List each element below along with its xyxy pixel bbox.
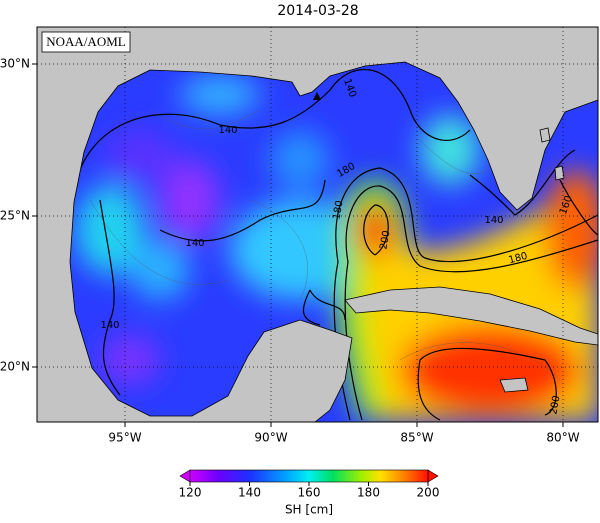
- colorbar-tick-label: 140: [238, 486, 261, 500]
- y-tick-label: 25°N: [0, 209, 30, 223]
- x-tick-label: 90°W: [254, 431, 287, 445]
- contour-label: 180: [331, 200, 345, 221]
- colorbar-tick-label: 180: [357, 486, 380, 500]
- contour-label: 140: [218, 125, 237, 136]
- title: 2014-03-28: [277, 3, 358, 19]
- x-tick-label: 95°W: [108, 431, 141, 445]
- credit: NOAA/AOML: [46, 34, 126, 49]
- contour-label: 200: [378, 230, 392, 251]
- colorbar: [179, 469, 439, 483]
- contour-label: 180: [507, 251, 528, 267]
- x-tick-label: 80°W: [546, 431, 579, 445]
- credit-box: [41, 31, 131, 53]
- y-tick-label: 20°N: [0, 360, 30, 374]
- x-tick-label: 85°W: [400, 431, 433, 445]
- colorbar-tick-label: 200: [417, 486, 440, 500]
- contour-label: 140: [185, 238, 204, 249]
- contour-label: 140: [484, 215, 503, 226]
- colorbar-tick-label: 160: [298, 486, 321, 500]
- map-frame: [36, 26, 599, 423]
- colorbar-tick-label: 120: [179, 486, 202, 500]
- colorbar-label: SH [cm]: [285, 503, 333, 517]
- y-tick-label: 30°N: [0, 57, 30, 71]
- contour-label: 200: [548, 395, 562, 416]
- contour-label: 140: [100, 320, 119, 331]
